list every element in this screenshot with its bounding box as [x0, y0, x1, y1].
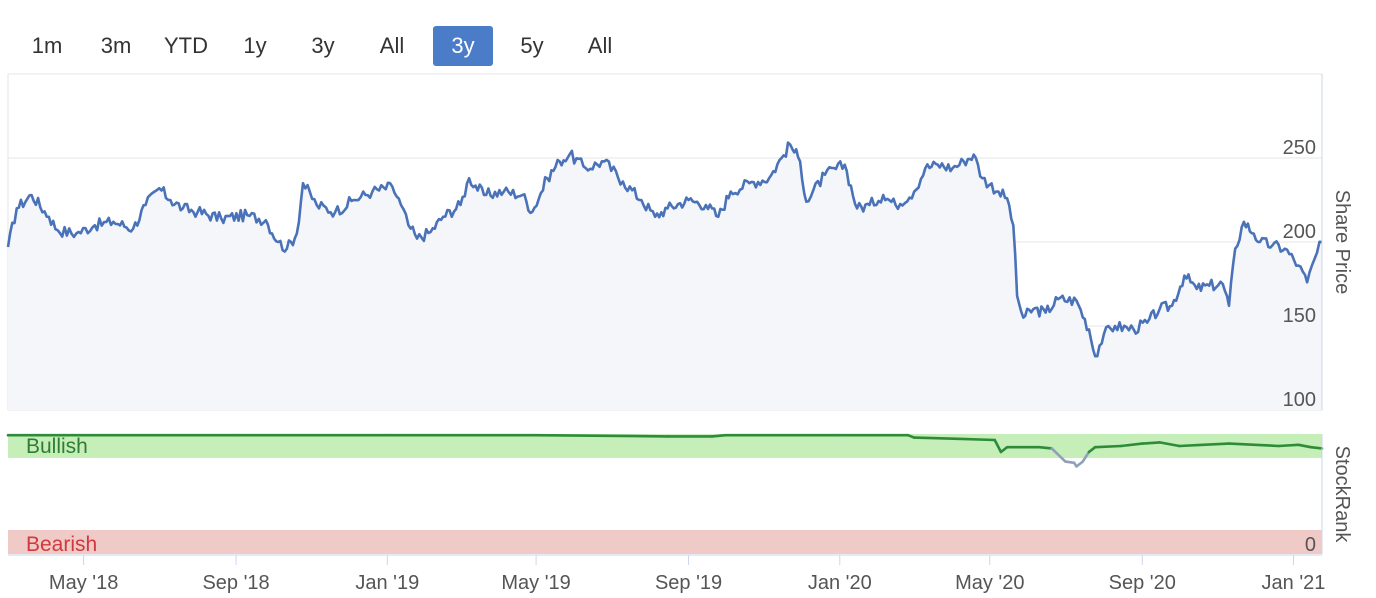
range-button-1y[interactable]: 1y: [243, 33, 267, 58]
x-tick-label: Sep '20: [1109, 572, 1176, 594]
range-button-5y[interactable]: 5y: [520, 33, 544, 58]
bearish-band-label: Bearish: [26, 533, 97, 556]
stockrank-segment: [1064, 460, 1076, 465]
x-tick-label: Sep '18: [202, 572, 269, 594]
stockrank-segment: [1201, 442, 1231, 447]
range-button-ytd[interactable]: YTD: [164, 33, 208, 58]
bullish-band-label: Bullish: [26, 435, 88, 458]
x-tick-label: Sep '19: [655, 572, 722, 594]
stockrank-segment: [1119, 442, 1144, 448]
stockrank-segment: [1253, 443, 1280, 448]
x-tick-label: May '20: [955, 572, 1024, 594]
stockrank-segment: [710, 433, 728, 438]
range-button-3y-selected[interactable]: 3y: [433, 26, 493, 66]
stockrank-segment: [1277, 443, 1300, 448]
stockrank-segment: [1158, 441, 1181, 448]
stockrank-segment: [1227, 442, 1257, 447]
range-selector: 1m 3m YTD 1y 3y All 3y 5y All: [0, 24, 700, 68]
stockrank-segment: [1309, 445, 1324, 450]
stockrank-segment: [1178, 443, 1205, 448]
range-button-all-long[interactable]: All: [587, 33, 613, 58]
stockrank-segment: [1038, 445, 1054, 450]
stockrank-segment: [1075, 460, 1085, 468]
price-y-tick-200: 200: [1283, 221, 1316, 243]
price-series-line[interactable]: [6, 141, 1323, 358]
range-button-1m[interactable]: 1m: [31, 33, 63, 58]
x-tick-label: Jan '21: [1262, 572, 1326, 594]
range-button-3y[interactable]: 3y: [311, 33, 335, 58]
price-panel: 100 150 250 200 Share Price: [6, 73, 1353, 411]
stockrank-series-lines: [6, 433, 1324, 468]
stockrank-segment: [1297, 443, 1313, 449]
price-y-tick-100: 100: [1283, 389, 1316, 411]
price-y-axis-title: Share Price: [1331, 190, 1353, 295]
price-y-tick-labels: 100 150 250 200: [1283, 137, 1316, 411]
stockrank-segment: [1081, 450, 1091, 463]
stockrank-segment: [999, 445, 1009, 454]
x-axis-ticks: May '18 Sep '18 Jan '19 May '19 Sep '19 Jan '…: [49, 555, 1326, 594]
x-tick-label: May '18: [49, 572, 118, 594]
stockrank-segment: [1093, 444, 1123, 449]
stockrank-segment: [1050, 447, 1067, 463]
stockrank-segment: [993, 438, 1003, 454]
stockrank-segment: [1087, 445, 1097, 454]
x-tick-label: May '19: [501, 572, 570, 594]
x-tick-label: Jan '20: [808, 572, 872, 594]
bearish-band: [8, 530, 1322, 554]
price-y-tick-250: 250: [1283, 137, 1316, 159]
stockrank-segment: [1140, 441, 1161, 445]
stockrank-panel: Bullish Bearish 0 StockRank: [6, 433, 1353, 556]
range-button-all[interactable]: All: [379, 33, 405, 58]
stockrank-segment: [534, 433, 669, 438]
price-y-tick-150: 150: [1283, 305, 1316, 327]
range-button-3m[interactable]: 3m: [100, 33, 132, 58]
stockrank-segment: [956, 437, 997, 442]
stockrank-segment: [912, 436, 959, 441]
x-tick-label: Jan '19: [355, 572, 419, 594]
stockrank-y-axis-title: StockRank: [1331, 446, 1353, 544]
stockrank-y-tick-0: 0: [1305, 534, 1316, 556]
